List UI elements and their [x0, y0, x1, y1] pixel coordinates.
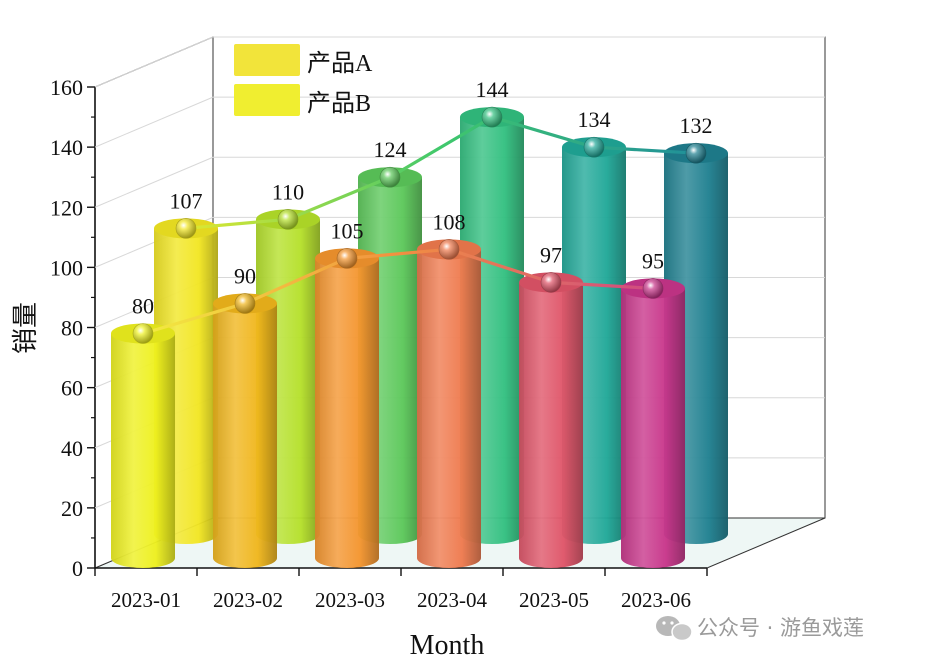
series-b-data-label: 107	[170, 188, 203, 213]
y-tick-label: 40	[61, 436, 83, 461]
series-a-bar	[315, 248, 379, 568]
legend-swatch-b	[234, 84, 300, 116]
series-a-bar	[621, 278, 685, 568]
x-axis-title: Month	[410, 630, 485, 661]
series-a-marker	[336, 248, 358, 269]
y-tick-label: 80	[61, 316, 83, 341]
series-b-data-label: 124	[374, 137, 407, 162]
y-tick-label: 120	[50, 195, 83, 220]
series-a-data-label: 95	[642, 248, 664, 273]
series-a-line	[142, 247, 654, 336]
series-b-data-label: 134	[578, 107, 611, 132]
series-b-marker	[379, 166, 401, 188]
series-a-bar	[519, 272, 583, 568]
series-b-data-label: 110	[272, 179, 304, 204]
gridline-side	[94, 96, 214, 148]
wechat-icon	[656, 616, 693, 642]
x-tick-label: 2023-02	[213, 588, 283, 612]
y-tick-label: 100	[50, 255, 83, 280]
legend: 产品A 产品B	[234, 44, 373, 117]
legend-swatch-a	[234, 44, 300, 76]
series-a-marker	[234, 293, 256, 314]
series-a-data-label: 90	[234, 263, 256, 288]
series-a-marker	[642, 278, 664, 299]
watermark: 公众号 · 游鱼戏莲	[656, 616, 864, 642]
series-a-marker	[540, 272, 562, 293]
series-a: 80 90 105 108 97 95	[111, 209, 685, 568]
series-b-marker	[685, 142, 707, 164]
y-axis-title: 销量	[11, 302, 40, 354]
series-a-data-label: 105	[331, 218, 364, 243]
gridline-side	[94, 156, 214, 208]
series-b-marker	[277, 209, 299, 230]
series-b-marker	[583, 136, 605, 158]
x-tick-label: 2023-03	[315, 588, 385, 612]
gridline-side	[94, 36, 214, 88]
series-a-marker	[132, 323, 154, 344]
series-b-data-label: 144	[476, 77, 509, 102]
x-axis: 2023-01 2023-02 2023-03 2023-04 2023-05 2023-…	[94, 568, 708, 612]
series-a-data-label: 108	[433, 209, 466, 234]
series-b-line	[185, 115, 697, 230]
series-a-data-label: 97	[540, 242, 562, 267]
y-tick-label: 60	[61, 376, 83, 401]
x-tick-label: 2023-05	[519, 588, 589, 612]
series-b-marker	[481, 106, 503, 128]
y-tick-label: 20	[61, 496, 83, 521]
y-axis: 0 20 40 60 80 100 120 140 160	[50, 75, 95, 581]
series-a-data-label: 80	[132, 294, 154, 319]
legend-label-b: 产品B	[307, 90, 371, 117]
series-a-marker	[438, 239, 460, 260]
y-tick-label: 0	[72, 556, 83, 581]
legend-label-a: 产品A	[307, 50, 373, 77]
series-a-bar	[213, 293, 277, 568]
watermark-text: 公众号 · 游鱼戏莲	[697, 616, 864, 640]
series-b-data-label: 132	[680, 113, 713, 138]
series-a-bar	[417, 239, 481, 568]
series-b-marker	[175, 218, 197, 239]
series-a-bar	[111, 323, 175, 568]
x-tick-label: 2023-01	[111, 588, 181, 612]
y-tick-label: 160	[50, 75, 83, 100]
y-tick-label: 140	[50, 135, 83, 160]
x-tick-label: 2023-04	[417, 588, 487, 612]
x-tick-label: 2023-06	[621, 588, 691, 612]
